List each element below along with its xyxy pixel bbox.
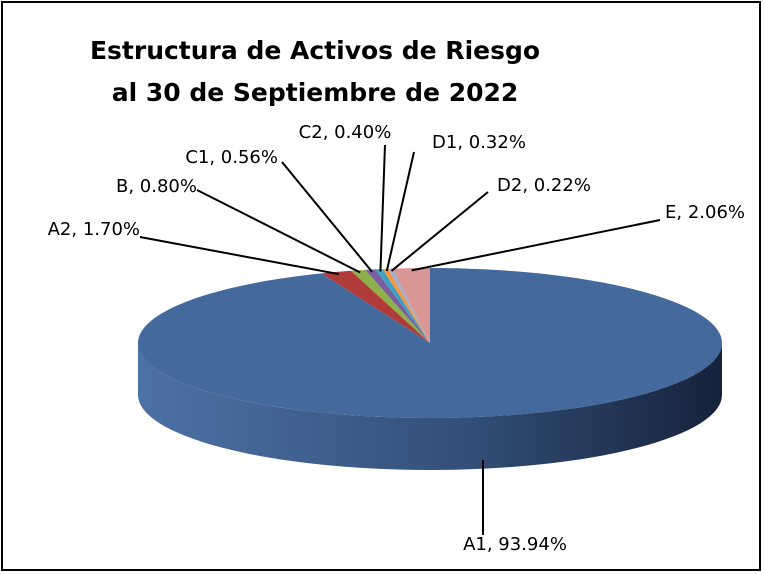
pie-slice: [392, 268, 430, 343]
leader-line: [379, 144, 386, 272]
pie-slice: [365, 269, 430, 343]
pie-slice: [321, 270, 430, 343]
leader-line: [281, 161, 373, 273]
data-label: D1, 0.32%: [432, 132, 526, 153]
data-label: C2, 0.40%: [299, 122, 392, 143]
chart-title: al 30 de Septiembre de 2022: [112, 78, 519, 107]
pie-slice: [382, 268, 430, 343]
data-label: B, 0.80%: [116, 176, 197, 197]
leader-line: [139, 236, 340, 276]
pie-slice: [137, 268, 722, 418]
pie-slice: [388, 268, 430, 343]
pie-slice: [351, 269, 430, 343]
data-label: C1, 0.56%: [185, 147, 278, 168]
leader-line: [385, 151, 415, 272]
chart-title: Estructura de Activos de Riesgo: [90, 36, 540, 65]
leader-line: [196, 189, 361, 274]
data-label: A1, 93.94%: [463, 534, 567, 555]
data-label: D2, 0.22%: [497, 175, 591, 196]
data-label: A2, 1.70%: [48, 219, 140, 240]
pie-slice-side: [138, 343, 722, 470]
data-label: E, 2.06%: [665, 202, 745, 223]
pie-slice: [375, 268, 430, 343]
leader-line: [411, 219, 661, 272]
leader-line: [390, 191, 489, 272]
